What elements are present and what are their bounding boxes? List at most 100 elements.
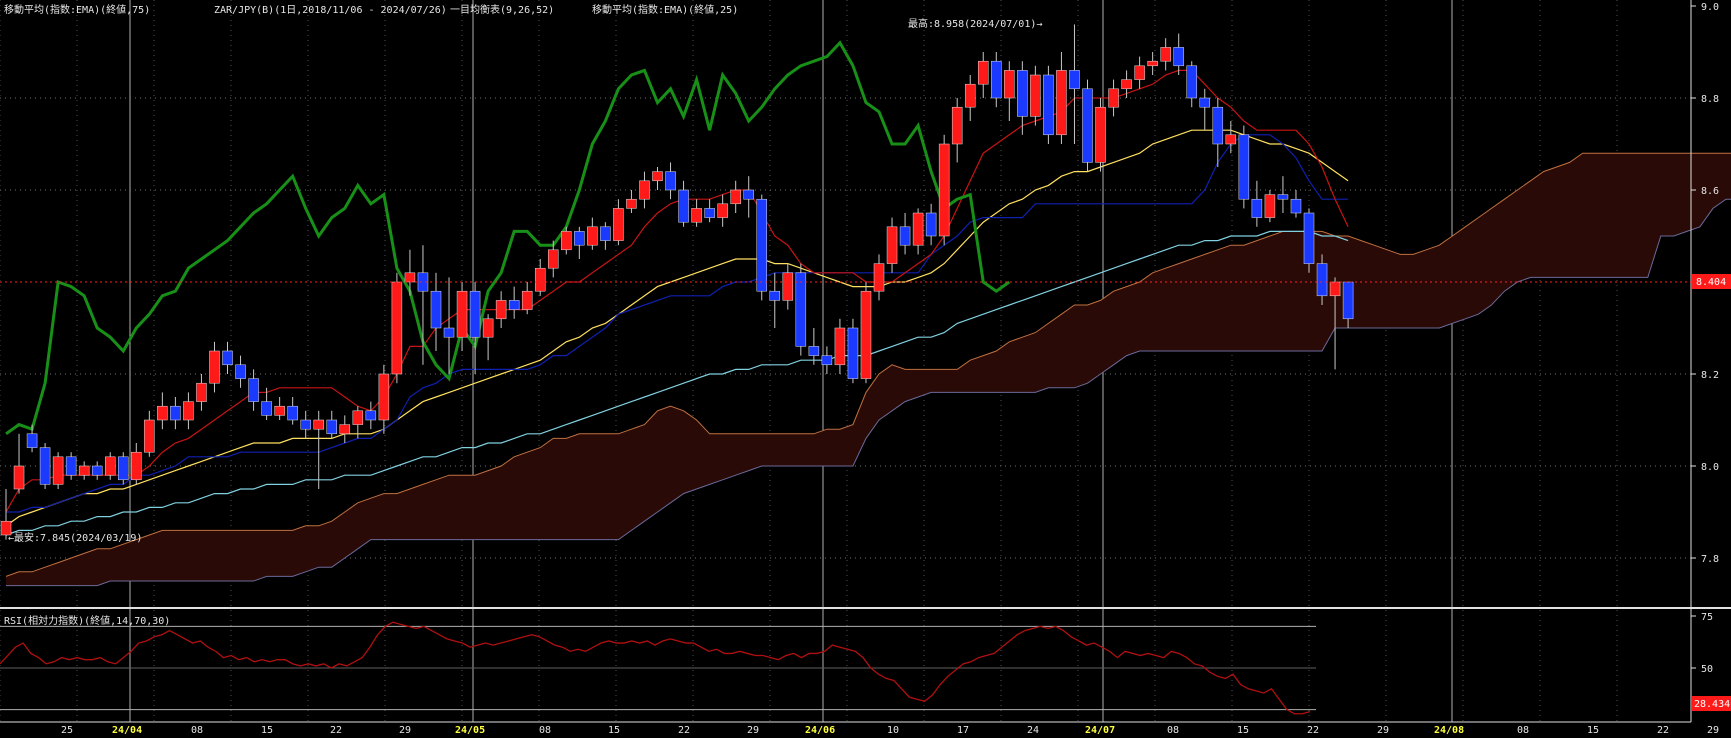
x-tick-label: 29 bbox=[1377, 725, 1389, 736]
ema75-line bbox=[5, 230, 1349, 536]
candle bbox=[652, 167, 663, 190]
candle bbox=[743, 176, 754, 218]
ichimoku-cloud bbox=[6, 153, 1731, 586]
candle-body bbox=[326, 419, 337, 435]
candle bbox=[78, 461, 90, 480]
x-tick-label: 08 bbox=[539, 725, 551, 736]
candle-body bbox=[1264, 194, 1276, 218]
y-tick-8.2: 8.2 bbox=[1701, 370, 1719, 381]
candle-body bbox=[469, 290, 481, 338]
candle bbox=[964, 75, 976, 121]
candle-body bbox=[495, 300, 507, 320]
candle-body bbox=[652, 171, 663, 182]
candle bbox=[1277, 176, 1289, 213]
candle-body bbox=[261, 401, 272, 416]
candle bbox=[548, 240, 559, 278]
candle bbox=[261, 387, 272, 420]
candle-body bbox=[131, 451, 142, 481]
candle bbox=[795, 263, 807, 356]
ichimoku-legend: 一目均衡表(9,26,52) bbox=[450, 5, 555, 16]
candle bbox=[1251, 180, 1263, 227]
candle bbox=[1069, 24, 1080, 144]
candle bbox=[352, 406, 364, 439]
candle bbox=[157, 392, 168, 430]
candle bbox=[365, 401, 377, 430]
candle-body bbox=[313, 419, 324, 430]
candle-body bbox=[808, 346, 820, 356]
candle bbox=[704, 199, 715, 223]
candle-body bbox=[964, 83, 976, 108]
candle bbox=[26, 424, 38, 453]
candle bbox=[521, 282, 533, 315]
candle bbox=[899, 213, 911, 255]
candle-body bbox=[743, 189, 754, 200]
candle-body bbox=[300, 419, 311, 430]
candle bbox=[1264, 190, 1276, 223]
candle bbox=[104, 452, 116, 480]
candle-body bbox=[886, 226, 898, 264]
candle bbox=[873, 254, 885, 301]
candle-body bbox=[1121, 79, 1132, 90]
candle-body bbox=[1329, 281, 1341, 297]
candle bbox=[235, 355, 246, 388]
candle-body bbox=[144, 419, 155, 453]
y-tick-8.0: 8.0 bbox=[1701, 462, 1719, 473]
candle bbox=[313, 410, 324, 489]
candle-body bbox=[0, 520, 12, 536]
candle bbox=[978, 52, 989, 98]
rsi-line bbox=[0, 621, 1311, 715]
candle bbox=[1290, 190, 1302, 218]
x-tick-label: 24/06 bbox=[805, 725, 835, 736]
candle bbox=[91, 461, 103, 480]
candle bbox=[196, 374, 207, 411]
candle bbox=[730, 180, 741, 213]
candle bbox=[443, 277, 455, 374]
candle-body bbox=[65, 456, 77, 476]
candle-body bbox=[274, 405, 285, 416]
candle bbox=[339, 415, 351, 443]
candle bbox=[613, 199, 624, 246]
candle-body bbox=[717, 203, 728, 218]
tenkan-line bbox=[5, 69, 1349, 513]
candle-body bbox=[873, 263, 885, 292]
chikou-line bbox=[5, 40, 1011, 436]
candle bbox=[1030, 65, 1041, 126]
candle bbox=[847, 318, 859, 384]
candle-body bbox=[574, 231, 585, 246]
candle bbox=[782, 263, 794, 310]
candle bbox=[183, 392, 194, 430]
candle-body bbox=[1108, 88, 1119, 108]
candle bbox=[756, 194, 767, 301]
x-tick-label: 08 bbox=[1167, 725, 1179, 736]
candle-body bbox=[1173, 47, 1184, 67]
candle-body bbox=[235, 364, 246, 379]
candle-body bbox=[678, 189, 689, 223]
candle-body bbox=[365, 410, 377, 421]
candle bbox=[1082, 79, 1093, 172]
candle bbox=[144, 410, 155, 457]
candle bbox=[1108, 79, 1119, 117]
candle bbox=[65, 452, 77, 480]
candle bbox=[991, 52, 1002, 108]
candle bbox=[951, 98, 963, 163]
candle bbox=[1225, 121, 1237, 154]
current-price-label: 8.404 bbox=[1696, 277, 1726, 288]
candle-body bbox=[196, 382, 207, 402]
candle bbox=[1056, 52, 1067, 144]
candle-body bbox=[430, 290, 442, 329]
candle-body bbox=[1251, 198, 1263, 218]
y-tick-7.8: 7.8 bbox=[1701, 554, 1719, 565]
candle-body bbox=[561, 231, 572, 251]
candle-body bbox=[248, 378, 259, 402]
candle bbox=[456, 282, 468, 351]
candle bbox=[1160, 38, 1171, 71]
candle bbox=[1238, 125, 1250, 209]
candle-body bbox=[1043, 74, 1054, 136]
rsi-tick-50: 50 bbox=[1701, 664, 1713, 675]
candle-body bbox=[769, 290, 781, 301]
rsi-legend: RSI(相対力指数)(終値,14,70,30) bbox=[4, 616, 171, 627]
candle-body bbox=[991, 60, 1002, 99]
candle bbox=[131, 443, 142, 485]
candle bbox=[834, 318, 846, 374]
candle-body bbox=[456, 290, 468, 338]
